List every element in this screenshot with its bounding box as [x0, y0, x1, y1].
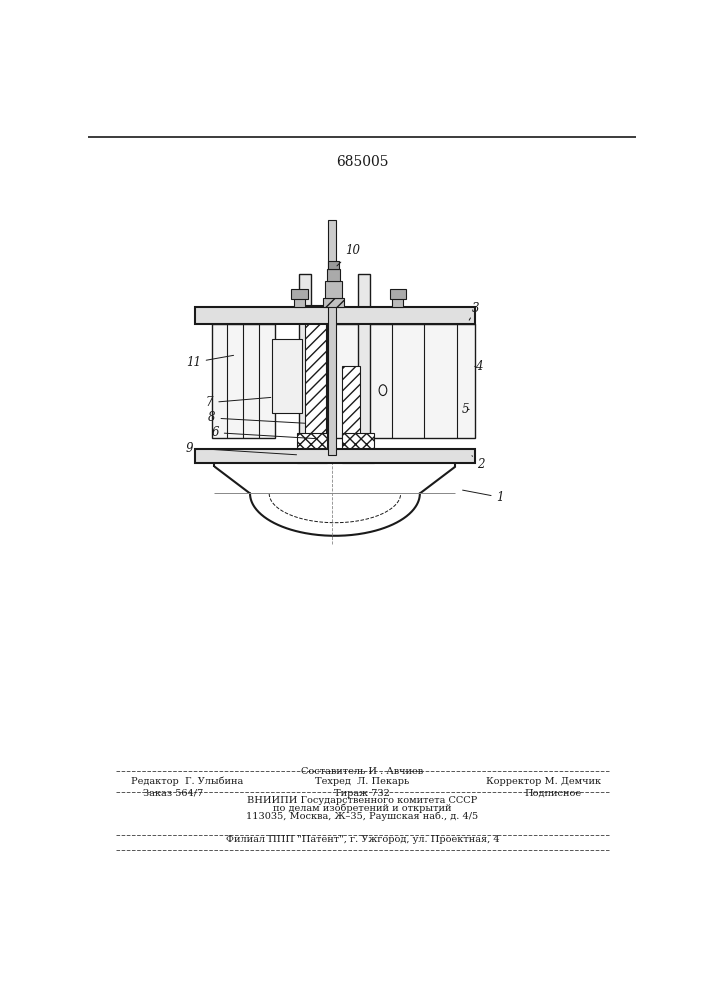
Bar: [341, 366, 360, 438]
Text: 5: 5: [462, 403, 469, 416]
Text: Корректор М. Демчик: Корректор М. Демчик: [486, 777, 601, 786]
Text: 11: 11: [186, 355, 233, 369]
Text: Редактор  Г. Улыбина: Редактор Г. Улыбина: [131, 777, 243, 786]
Bar: [195, 449, 474, 463]
Text: ВНИИПИ Государственного комитета СССР: ВНИИПИ Государственного комитета СССР: [247, 796, 477, 805]
Text: 9: 9: [186, 442, 296, 455]
Bar: [327, 269, 340, 281]
Bar: [358, 274, 370, 455]
Text: Тираж 732: Тираж 732: [334, 789, 390, 798]
Bar: [327, 324, 474, 438]
Text: 685005: 685005: [336, 155, 389, 169]
Text: 4: 4: [474, 360, 482, 373]
Bar: [297, 433, 327, 463]
Bar: [328, 261, 339, 269]
Text: Техред  Л. Пекарь: Техред Л. Пекарь: [315, 777, 409, 786]
Text: Заказ 564/7: Заказ 564/7: [144, 789, 204, 798]
Text: 113035, Москва, Ж–35, Раушская наб., д. 4/5: 113035, Москва, Ж–35, Раушская наб., д. …: [246, 811, 479, 821]
Text: по делам изобретений и открытий: по делам изобретений и открытий: [273, 804, 452, 813]
Bar: [328, 220, 336, 455]
Text: 3: 3: [469, 302, 479, 320]
Bar: [211, 324, 275, 438]
Text: 8: 8: [208, 411, 305, 424]
Bar: [299, 274, 311, 455]
Bar: [195, 307, 474, 324]
Text: 1: 1: [462, 490, 504, 504]
Bar: [291, 289, 308, 299]
Bar: [392, 290, 404, 307]
Text: 2: 2: [472, 456, 485, 471]
Bar: [390, 289, 407, 299]
Bar: [305, 305, 326, 438]
Text: 7: 7: [206, 396, 271, 409]
Text: 10: 10: [337, 244, 360, 266]
Bar: [272, 339, 302, 413]
Bar: [341, 433, 375, 463]
Text: 6: 6: [211, 426, 316, 439]
Bar: [294, 290, 305, 307]
Bar: [325, 281, 341, 298]
Text: Составитель И . Авчиев: Составитель И . Авчиев: [301, 767, 423, 776]
Bar: [323, 298, 344, 307]
Text: Филиал ППП "Патент", г. Ужгород, ул. Проектная, 4: Филиал ППП "Патент", г. Ужгород, ул. Про…: [226, 835, 499, 844]
Text: Подписное: Подписное: [525, 789, 582, 798]
